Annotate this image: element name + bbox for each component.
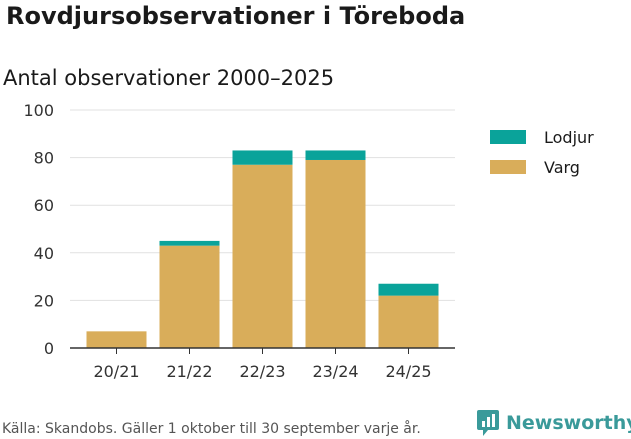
legend-label-lodjur: Lodjur bbox=[544, 127, 594, 147]
bar-varg-22-23 bbox=[232, 164, 293, 348]
bar-lodjur-24-25 bbox=[378, 283, 439, 296]
bars bbox=[86, 150, 439, 348]
legend-swatch-lodjur bbox=[490, 130, 526, 144]
y-tick-label: 0 bbox=[44, 339, 54, 358]
source-note: Källa: Skandobs. Gäller 1 oktober till 3… bbox=[2, 421, 421, 437]
bar-varg-23-24 bbox=[305, 159, 366, 348]
newsworthy-icon bbox=[477, 410, 499, 436]
x-tick-label: 24/25 bbox=[385, 362, 431, 381]
x-tick-label: 22/23 bbox=[239, 362, 285, 381]
chart-title: Rovdjursobservationer i Töreboda bbox=[6, 2, 466, 30]
x-tick-label: 20/21 bbox=[93, 362, 139, 381]
bar-varg-21-22 bbox=[159, 245, 220, 348]
legend-swatch-varg bbox=[490, 160, 526, 174]
brand-name: Newsworthy bbox=[506, 412, 631, 434]
y-axis-ticks: 0 20 40 60 80 100 bbox=[23, 101, 54, 358]
bar-lodjur-22-23 bbox=[232, 150, 293, 165]
bar-lodjur-21-22 bbox=[159, 240, 220, 246]
bar-varg-24-25 bbox=[378, 295, 439, 348]
x-tick-label: 23/24 bbox=[312, 362, 358, 381]
y-tick-label: 40 bbox=[34, 244, 54, 263]
legend: Lodjur Varg bbox=[490, 127, 594, 187]
newsworthy-logo: Newsworthy bbox=[476, 408, 631, 438]
y-tick-label: 20 bbox=[34, 291, 54, 310]
x-tick-label: 21/22 bbox=[166, 362, 212, 381]
x-axis-ticks: 20/21 21/22 22/23 23/24 24/25 bbox=[70, 347, 455, 381]
y-tick-label: 60 bbox=[34, 196, 54, 215]
bar-lodjur-23-24 bbox=[305, 150, 366, 160]
legend-item-varg: Varg bbox=[490, 157, 594, 177]
bar-varg-20-21 bbox=[86, 331, 147, 348]
legend-item-lodjur: Lodjur bbox=[490, 127, 594, 147]
chart-subtitle: Antal observationer 2000–2025 bbox=[3, 66, 335, 90]
legend-label-varg: Varg bbox=[544, 157, 580, 177]
y-tick-label: 80 bbox=[34, 149, 54, 168]
y-tick-label: 100 bbox=[23, 101, 54, 120]
